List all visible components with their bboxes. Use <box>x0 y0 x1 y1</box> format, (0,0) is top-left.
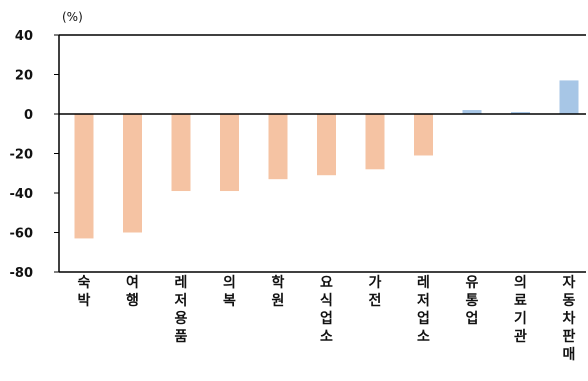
bar <box>365 114 385 170</box>
y-tick-label: 20 <box>15 69 33 84</box>
bar <box>220 114 239 192</box>
y-tick-label: -80 <box>10 266 34 281</box>
axes <box>58 34 586 273</box>
bar <box>559 80 579 114</box>
y-tick-label: 40 <box>15 29 33 44</box>
y-axis-ticks: 40 20 0 -20 -40 -60 -80 <box>10 29 59 281</box>
y-unit-label: (%) <box>62 10 83 24</box>
bar <box>317 114 336 176</box>
bar <box>268 114 288 180</box>
bar <box>74 114 94 239</box>
x-axis-labels: 숙 박 여 행 레 저 용 품 의 복 학 원 요 식 업 소 가 전 레 저 업 소 유 통 업 의 료 기 관 자 동 차 판 매 <box>78 274 576 363</box>
bars <box>74 80 579 239</box>
y-tick-label: -60 <box>10 227 34 242</box>
bar <box>511 112 530 114</box>
y-tick-label: -40 <box>10 187 34 202</box>
y-tick-label: -20 <box>10 148 34 163</box>
bar <box>171 114 191 192</box>
bar <box>462 110 482 114</box>
y-tick-label: 0 <box>24 108 33 123</box>
bar <box>123 114 142 233</box>
bar <box>414 114 433 156</box>
